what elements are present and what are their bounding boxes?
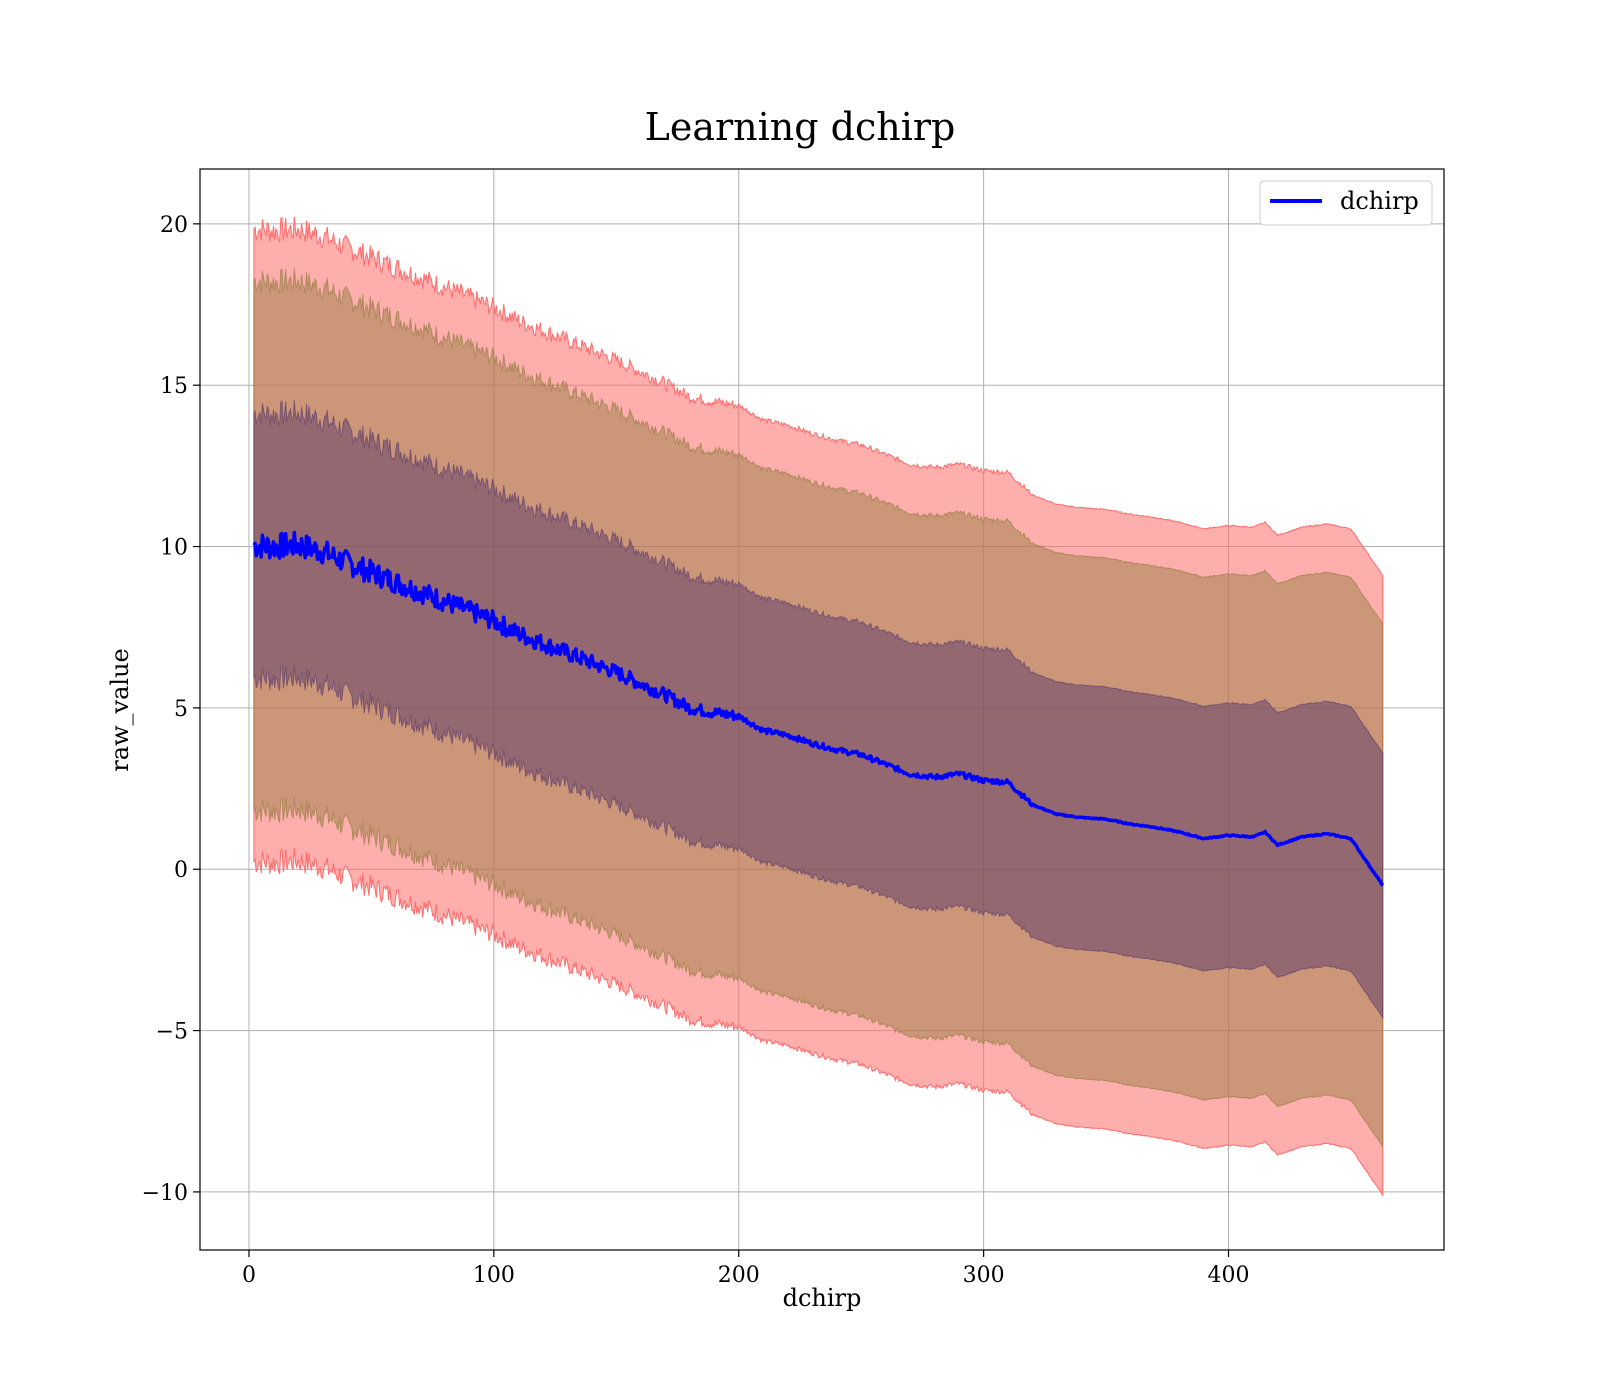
y-tick-label: 20 — [160, 213, 188, 238]
y-tick-label: 15 — [160, 374, 188, 399]
y-axis-label: raw_value — [106, 648, 134, 772]
y-tick-label: 10 — [160, 536, 188, 561]
band-inner — [253, 400, 1384, 1019]
series-line-dchirp — [252, 530, 1385, 887]
y-tick-label: −10 — [142, 1181, 188, 1206]
plot-frame — [199, 168, 1445, 1251]
y-tick-label: 5 — [174, 697, 188, 722]
confidence-bands — [253, 216, 1384, 1197]
series-lines — [252, 530, 1385, 887]
x-tick-label: 100 — [473, 1263, 515, 1288]
y-tick-label: 0 — [174, 858, 188, 883]
chart-title: Learning dchirp — [645, 105, 956, 149]
y-axis-ticks: −10 −5 0 5 10 15 20 — [142, 213, 200, 1206]
x-tick-label: 300 — [963, 1263, 1005, 1288]
x-axis-label: dchirp — [783, 1284, 862, 1312]
legend-box — [1259, 180, 1433, 226]
y-tick-label: −5 — [156, 1020, 188, 1045]
legend: dchirp — [1259, 180, 1433, 226]
x-axis-ticks: 0 100 200 300 400 — [242, 1250, 1250, 1288]
x-tick-label: 0 — [242, 1263, 256, 1288]
x-tick-label: 200 — [718, 1263, 760, 1288]
x-tick-label: 400 — [1208, 1263, 1250, 1288]
legend-entry-dchirp: dchirp — [1340, 187, 1419, 215]
